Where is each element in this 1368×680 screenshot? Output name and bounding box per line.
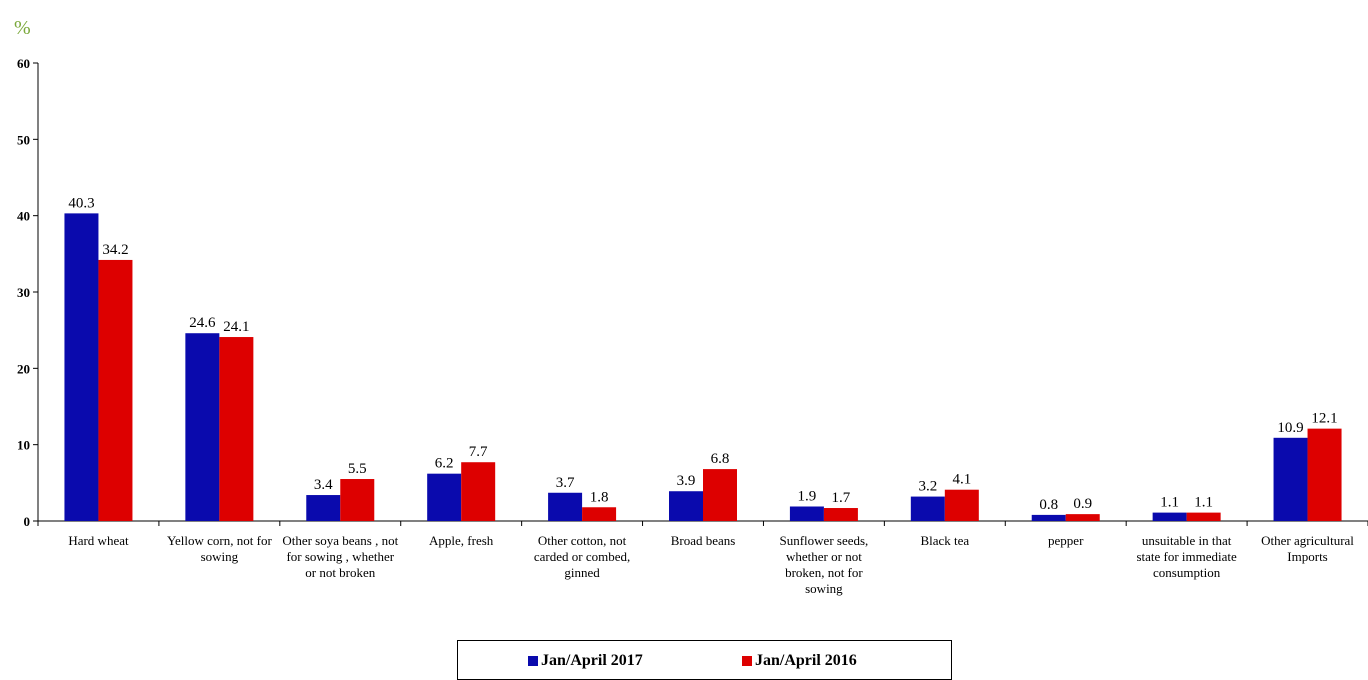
bar bbox=[823, 508, 858, 521]
bar bbox=[427, 473, 462, 521]
bar bbox=[98, 259, 133, 521]
value-label: 1.9 bbox=[798, 488, 817, 504]
bar bbox=[789, 506, 824, 521]
value-label: 12.1 bbox=[1311, 411, 1337, 427]
value-label: 10.9 bbox=[1277, 420, 1303, 436]
x-tick-label: Sunflower seeds, whether or not broken, … bbox=[779, 533, 869, 596]
legend-label: Jan/April 2016 bbox=[755, 652, 857, 669]
y-tick-label: 60 bbox=[17, 56, 30, 71]
value-label: 1.7 bbox=[832, 490, 851, 506]
value-label: 3.7 bbox=[556, 475, 575, 491]
x-tick-label: Other agricultural Imports bbox=[1261, 533, 1354, 564]
value-label: 0.8 bbox=[1039, 497, 1058, 513]
bar bbox=[944, 489, 979, 521]
legend-label: Jan/April 2017 bbox=[541, 652, 643, 669]
value-label: 24.6 bbox=[189, 315, 216, 331]
value-label: 40.3 bbox=[68, 195, 94, 211]
bar bbox=[548, 492, 583, 521]
x-tick-label: Yellow corn, not for sowing bbox=[166, 533, 272, 564]
x-tick-label: unsuitable in that state for immediate c… bbox=[1136, 533, 1237, 580]
value-label: 6.2 bbox=[435, 456, 454, 472]
y-tick-label: 0 bbox=[24, 514, 31, 529]
x-tick-label: Black tea bbox=[920, 533, 970, 548]
y-tick-label: 40 bbox=[17, 209, 30, 224]
legend: Jan/April 2017 Jan/April 2016 bbox=[457, 640, 952, 680]
value-label: 7.7 bbox=[469, 444, 488, 460]
y-axis-label: % bbox=[14, 17, 31, 39]
x-tick-label: Broad beans bbox=[670, 533, 736, 548]
legend-item: Jan/April 2016 bbox=[742, 652, 857, 670]
value-label: 5.5 bbox=[348, 461, 367, 477]
bar bbox=[1152, 512, 1187, 521]
bar bbox=[1307, 428, 1342, 521]
legend-swatch bbox=[742, 656, 752, 666]
x-tick-label: pepper bbox=[1048, 533, 1084, 548]
value-label: 34.2 bbox=[102, 242, 128, 258]
value-label: 0.9 bbox=[1073, 496, 1092, 512]
bar bbox=[582, 507, 617, 521]
value-label: 3.2 bbox=[918, 479, 937, 495]
bar bbox=[340, 479, 375, 521]
bar bbox=[910, 496, 945, 521]
bar bbox=[185, 333, 220, 521]
value-label: 1.1 bbox=[1160, 495, 1179, 511]
bar bbox=[703, 469, 737, 521]
value-label: 3.4 bbox=[314, 477, 333, 493]
x-tick-label: Other cotton, not carded or combed, ginn… bbox=[533, 533, 631, 580]
legend-swatch bbox=[528, 656, 538, 666]
x-tick-label: Hard wheat bbox=[68, 533, 129, 548]
bar bbox=[461, 462, 496, 521]
value-label: 4.1 bbox=[952, 472, 971, 488]
bar bbox=[669, 491, 703, 521]
x-tick-label: Other soya beans , not for sowing , whet… bbox=[282, 533, 399, 580]
bar bbox=[306, 495, 341, 521]
y-tick-label: 10 bbox=[17, 438, 30, 453]
bar bbox=[1031, 514, 1066, 521]
bar bbox=[1186, 512, 1221, 521]
bar bbox=[1065, 514, 1100, 521]
bar bbox=[64, 213, 99, 522]
value-label: 3.9 bbox=[677, 473, 696, 489]
bar bbox=[1273, 437, 1308, 521]
y-tick-label: 20 bbox=[17, 361, 30, 376]
x-tick-label: Apple, fresh bbox=[429, 533, 494, 548]
bar bbox=[219, 337, 254, 521]
value-label: 6.8 bbox=[711, 451, 730, 467]
value-label: 1.1 bbox=[1194, 495, 1213, 511]
y-tick-label: 30 bbox=[17, 285, 30, 300]
legend-item: Jan/April 2017 bbox=[528, 652, 643, 670]
value-label: 1.8 bbox=[590, 489, 609, 505]
y-tick-label: 50 bbox=[17, 132, 30, 147]
value-label: 24.1 bbox=[223, 319, 249, 335]
